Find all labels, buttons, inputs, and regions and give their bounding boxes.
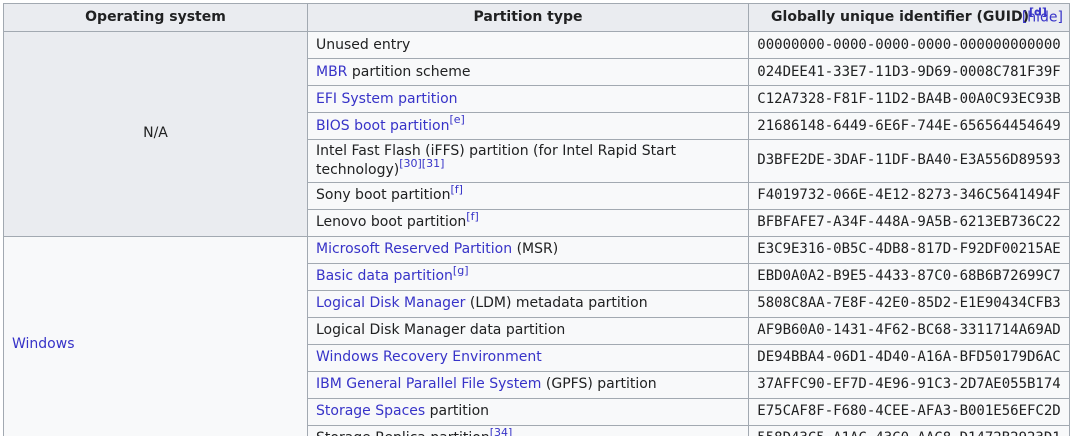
partition-link[interactable]: BIOS boot partition <box>316 117 450 134</box>
partition-type-cell: Basic data partition[g] <box>307 262 749 291</box>
partition-text: (GPFS) partition <box>541 376 657 393</box>
partition-text: Unused entry <box>316 36 411 53</box>
partition-link[interactable]: IBM General Parallel File System <box>316 376 542 393</box>
footnote-ref: [g] <box>453 264 469 277</box>
table-row: IBM General Parallel File System (GPFS) … <box>4 370 1070 399</box>
footnote-ref-link[interactable]: [f] <box>466 209 479 223</box>
partition-type-cell: Intel Fast Flash (iFFS) partition (for I… <box>307 139 749 183</box>
footnote-ref: [34] <box>490 426 513 436</box>
partition-link[interactable]: Windows Recovery Environment <box>316 349 542 366</box>
os-group-cell: N/A <box>3 31 308 237</box>
partition-type-cell: MBR partition scheme <box>307 58 749 86</box>
guid-cell: 00000000-0000-0000-0000-000000000000 <box>748 31 1070 59</box>
partition-type-cell: Sony boot partition[f] <box>307 181 749 210</box>
partition-link[interactable]: MBR <box>316 63 348 80</box>
footnote-ref: [31] <box>422 157 445 170</box>
guid-cell: AF9B60A0-1431-4F62-BC68-3311714A69AD <box>748 316 1070 345</box>
partition-text: (LDM) metadata partition <box>465 295 648 312</box>
guid-cell: D3BFE2DE-3DAF-11DF-BA40-E3A556D89593 <box>748 139 1070 183</box>
partition-type-cell: BIOS boot partition[e] <box>307 112 749 140</box>
partition-link[interactable]: Microsoft Reserved Partition <box>316 241 513 258</box>
table-row: N/A Unused entry 00000000-0000-0000-0000-0… <box>3 31 1070 237</box>
table-row: Sony boot partition[f] F4019732-066E-4E12… <box>4 181 1070 210</box>
partition-type-cell: Logical Disk Manager (LDM) metadata part… <box>307 289 749 318</box>
guid-cell: 024DEE41-33E7-11D3-9D69-0008C781F39F <box>748 58 1070 86</box>
footnote-ref-link[interactable]: [e] <box>449 112 465 126</box>
partition-text: Lenovo boot partition <box>316 214 467 231</box>
guid-cell: E75CAF8F-F680-4CEE-AFA3-B001E56EFC2D <box>748 397 1070 426</box>
partition-type-cell: Lenovo boot partition[f] <box>307 208 749 237</box>
partition-link[interactable]: Logical Disk Manager <box>316 295 466 312</box>
partition-text: Intel Fast Flash (iFFS) partition (for I… <box>316 143 676 178</box>
guid-cell: 21686148-6449-6E6F-744E-656564454649 <box>748 112 1070 140</box>
guid-cell: DE94BBA4-06D1-4D40-A16A-BFD50179D6AC <box>748 343 1070 372</box>
footnote-ref: [e] <box>449 113 464 126</box>
guid-cell: 37AFFC90-EF7D-4E96-91C3-2D7AE055B174 <box>748 370 1070 399</box>
table-row: MBR partition scheme 024DEE41-33E7-11D3-9… <box>4 58 1070 86</box>
partition-text: partition <box>425 403 490 420</box>
footnote-d-link[interactable]: [d] <box>1029 5 1047 19</box>
guid-header-label: Globally unique identifier (GUID) <box>771 9 1030 26</box>
partition-type-cell: EFI System partition <box>307 85 749 113</box>
guid-cell: E3C9E316-0B5C-4DB8-817D-F92DF00215AE <box>748 235 1070 264</box>
partition-text: partition scheme <box>347 63 471 80</box>
table-row: Logical Disk Manager (LDM) metadata part… <box>4 289 1070 318</box>
hide-toggle[interactable]: [hide] <box>1021 9 1063 26</box>
guid-cell: C12A7328-F81F-11D2-BA4B-00A0C93EC93B <box>748 85 1070 113</box>
footnote-ref: [f] <box>450 183 462 196</box>
partition-type-cell: Logical Disk Manager data partition <box>307 316 749 345</box>
partition-type-cell: IBM General Parallel File System (GPFS) … <box>307 370 749 399</box>
col-header-operating-system: Operating system <box>3 3 308 32</box>
partition-link[interactable]: Storage Spaces <box>316 403 426 420</box>
col-header-partition-type: Partition type <box>307 3 749 32</box>
guid-cell: BFBFAFE7-A34F-448A-9A5B-6213EB736C22 <box>748 208 1070 237</box>
guid-cell: F4019732-066E-4E12-8273-346C5641494F <box>748 181 1070 210</box>
partition-text: Sony boot partition <box>316 187 451 204</box>
os-link[interactable]: Windows <box>12 335 75 352</box>
partition-text: (MSR) <box>512 241 559 258</box>
os-group-cell: Windows <box>3 235 308 436</box>
footnote-ref-link[interactable]: [34] <box>489 425 513 436</box>
guid-cell: EBD0A0A2-B9E5-4433-87C0-68B6B72699C7 <box>748 262 1070 291</box>
table-row: Basic data partition[g] EBD0A0A2-B9E5-443… <box>4 262 1070 291</box>
table-header: Operating system Partition type Globally… <box>3 3 1070 32</box>
footnote-ref-link[interactable]: [g] <box>452 263 469 277</box>
partition-type-cell: Microsoft Reserved Partition (MSR) <box>307 235 749 264</box>
table-row: Storage Replica partition[34]558D43C5-A1… <box>4 424 1070 436</box>
table-row: Storage Spaces partition E75CAF8F-F680-4C… <box>4 397 1070 426</box>
partition-types-table: Operating system Partition type Globally… <box>3 3 1070 436</box>
guid-cell: 5808C8AA-7E8F-42E0-85D2-E1E90434CFB3 <box>748 289 1070 318</box>
partition-link[interactable]: EFI System partition <box>316 90 458 107</box>
col-header-guid: Globally unique identifier (GUID)[d] [hi… <box>748 3 1070 32</box>
footnote-ref-link[interactable]: [31] <box>421 157 445 171</box>
footnote-ref: [30] <box>399 157 422 170</box>
table-row: Windows Microsoft Reserved Partition (MSR… <box>3 235 1070 436</box>
table-row: Lenovo boot partition[f] BFBFAFE7-A34F-44… <box>4 208 1070 237</box>
header-row: Operating system Partition type Globally… <box>3 3 1070 32</box>
partition-text: Storage Replica partition <box>316 430 490 436</box>
partition-type-cell: Storage Replica partition[34] <box>307 424 749 436</box>
partition-text: Logical Disk Manager data partition <box>316 322 566 339</box>
os-label: N/A <box>143 125 168 142</box>
partition-table-body: N/A Unused entry 00000000-0000-0000-0000-0… <box>3 31 1070 436</box>
guid-note-ref: [d] <box>1029 5 1047 18</box>
footnote-ref-link[interactable]: [30] <box>399 157 422 171</box>
footnote-ref: [f] <box>466 210 478 223</box>
partition-type-cell: Unused entry <box>307 31 749 59</box>
table-row: BIOS boot partition[e] 21686148-6449-6E6F… <box>4 112 1070 140</box>
hide-toggle-wrap: [hide] <box>1022 8 1063 27</box>
partition-type-cell: Storage Spaces partition <box>307 397 749 426</box>
footnote-ref-link[interactable]: [f] <box>450 182 463 196</box>
table-row: Logical Disk Manager data partition AF9B6… <box>4 316 1070 345</box>
guid-cell: 558D43C5-A1AC-43C0-AAC8-D1472B2923D1 <box>748 424 1070 436</box>
table-row: EFI System partition C12A7328-F81F-11D2-B… <box>4 85 1070 113</box>
partition-link[interactable]: Basic data partition <box>316 268 453 285</box>
partition-type-cell: Windows Recovery Environment <box>307 343 749 372</box>
